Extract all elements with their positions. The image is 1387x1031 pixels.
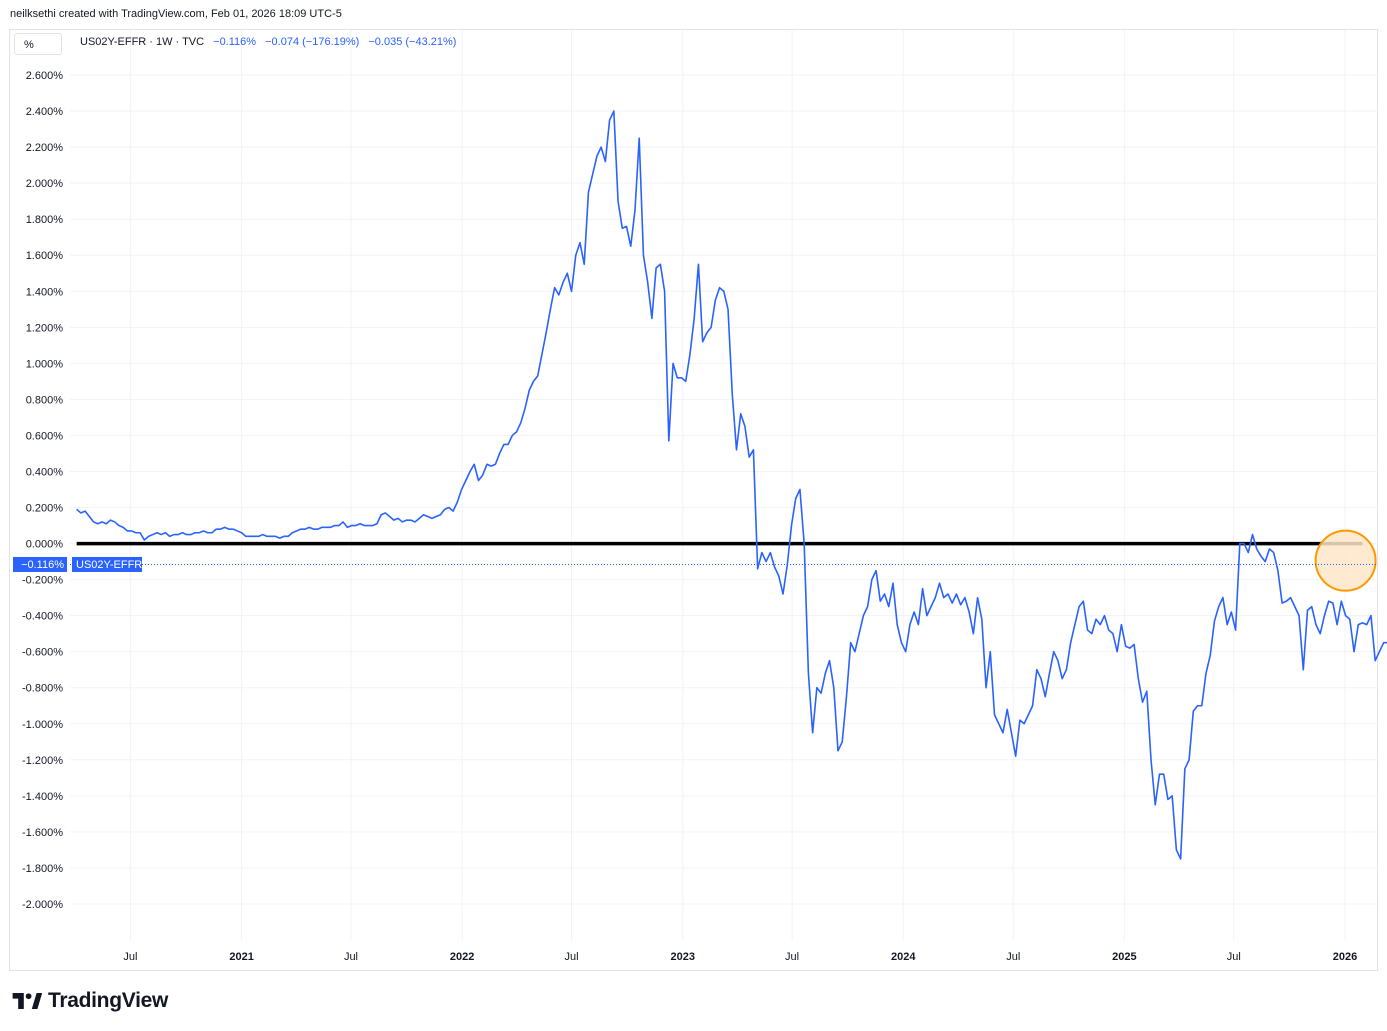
y-tick-label: 0.200% xyxy=(26,503,64,515)
price-label-name: US02Y-EFFR xyxy=(76,559,142,571)
price-label-name-bg xyxy=(72,556,142,572)
y-tick-label: 1.200% xyxy=(26,322,64,334)
y-axis[interactable]: 2.600% 2.400% 2.200% 2.000% 1.800% 1.600% 1.40… xyxy=(22,70,63,911)
x-tick-label: Jul xyxy=(344,951,358,963)
x-tick-label: Jul xyxy=(1227,951,1241,963)
y-tick-label: 0.600% xyxy=(26,430,64,442)
y-tick-label: 1.400% xyxy=(26,286,64,298)
chart-frame xyxy=(9,29,1378,971)
y-tick-label: -1.200% xyxy=(22,755,63,767)
y-tick-label: 2.600% xyxy=(26,70,64,82)
y-tick-label: -1.600% xyxy=(22,827,63,839)
price-label-value: −0.116% xyxy=(21,559,64,571)
price-label-value-bg xyxy=(13,556,67,572)
y-tick-label: 1.600% xyxy=(26,250,64,262)
y-tick-label: 0.000% xyxy=(26,539,64,551)
x-tick-label: 2026 xyxy=(1333,951,1357,963)
y-tick-label: -0.600% xyxy=(22,647,63,659)
x-axis[interactable]: Jul 2021 Jul 2022 Jul 2023 Jul 2024 Jul 2025 Jul 20… xyxy=(123,951,1357,963)
y-tick-label: -0.200% xyxy=(22,575,63,587)
x-tick-label: Jul xyxy=(785,951,799,963)
y-tick-label: 2.400% xyxy=(26,106,64,118)
tradingview-logo-icon xyxy=(12,993,42,1009)
highlight-circle-group xyxy=(1314,529,1377,592)
x-tick-label: Jul xyxy=(564,951,578,963)
brand-name: TradingView xyxy=(48,989,169,1012)
series-line[interactable] xyxy=(76,110,1387,860)
legend-change: −0.074 (−176.19%) xyxy=(265,36,360,48)
y-tick-label: 2.000% xyxy=(26,178,64,190)
y-tick-label: -0.400% xyxy=(22,611,63,623)
x-tick-label: 2022 xyxy=(450,951,474,963)
y-tick-label: -2.000% xyxy=(22,899,63,911)
y-tick-label: -1.000% xyxy=(22,719,63,731)
series-group xyxy=(76,110,1387,860)
price-label-group: −0.116% US02Y-EFFR xyxy=(13,556,142,572)
legend-last-value: −0.116% xyxy=(213,36,257,48)
tradingview-logo[interactable]: TradingView xyxy=(12,989,169,1012)
y-tick-label: 2.200% xyxy=(26,142,64,154)
chart-credit: neilksethi created with TradingView.com,… xyxy=(10,8,342,20)
x-tick-label: 2025 xyxy=(1112,951,1136,963)
scale-mode-button[interactable]: % xyxy=(14,33,62,55)
y-tick-label: -1.800% xyxy=(22,863,63,875)
highlight-circle xyxy=(1314,529,1377,592)
x-tick-label: Jul xyxy=(123,951,137,963)
y-tick-label: -0.800% xyxy=(22,683,63,695)
series-legend[interactable]: US02Y-EFFR · 1W · TVC −0.116% −0.074 (−1… xyxy=(80,36,456,48)
y-tick-label: 0.800% xyxy=(26,394,64,406)
x-tick-label: 2023 xyxy=(670,951,694,963)
x-tick-label: Jul xyxy=(1006,951,1020,963)
y-tick-label: -1.400% xyxy=(22,791,63,803)
y-tick-label: 1.800% xyxy=(26,214,64,226)
y-tick-label: 0.400% xyxy=(26,466,64,478)
x-tick-label: 2021 xyxy=(229,951,253,963)
legend-symbol: US02Y-EFFR · 1W · TVC xyxy=(80,36,205,48)
grid-lines xyxy=(70,30,1377,940)
y-tick-label: 1.000% xyxy=(26,358,64,370)
x-tick-label: 2024 xyxy=(891,951,916,963)
legend-change-2: −0.035 (−43.21%) xyxy=(368,36,457,48)
